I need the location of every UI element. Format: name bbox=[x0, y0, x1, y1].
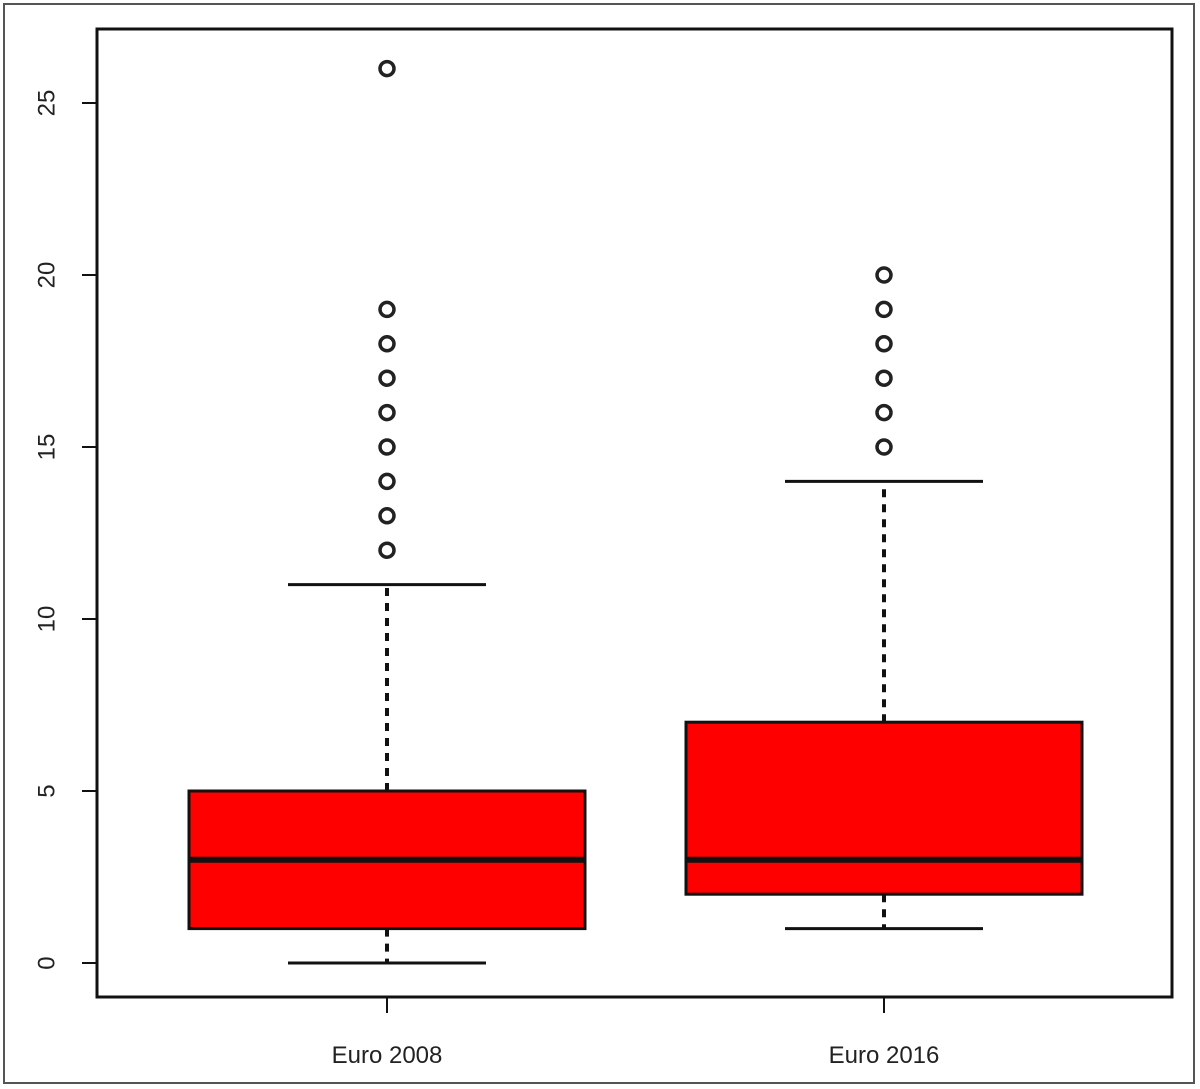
y-tick-label: 10 bbox=[33, 606, 60, 633]
y-tick-label: 5 bbox=[33, 784, 60, 797]
outlier-point bbox=[875, 335, 893, 353]
iqr-box bbox=[684, 720, 1084, 896]
outlier-point bbox=[378, 300, 396, 319]
outlier-point bbox=[378, 507, 396, 525]
x-tick-label: Euro 2008 bbox=[332, 1042, 443, 1069]
outlier-point bbox=[875, 403, 893, 422]
box-euro-2008 bbox=[187, 59, 587, 965]
outlier-point bbox=[875, 300, 893, 319]
y-tick-label: 25 bbox=[33, 90, 60, 117]
x-axis: Euro 2008 Euro 2016 bbox=[332, 997, 940, 1069]
outlier-point bbox=[875, 369, 893, 387]
outlier-point bbox=[875, 266, 893, 284]
outlier-point bbox=[378, 369, 396, 387]
outlier-point bbox=[378, 541, 396, 559]
y-tick-label: 20 bbox=[33, 262, 60, 289]
outlier-point bbox=[378, 59, 396, 78]
outlier-point bbox=[378, 438, 396, 456]
y-tick-label: 15 bbox=[33, 434, 60, 461]
outlier-point bbox=[378, 472, 396, 491]
y-tick-label: 0 bbox=[33, 956, 60, 969]
x-tick-label: Euro 2016 bbox=[829, 1042, 940, 1069]
box-euro-2016 bbox=[684, 266, 1084, 931]
figure-frame bbox=[3, 3, 1195, 1084]
outlier-point bbox=[378, 403, 396, 422]
plot-area-border bbox=[95, 27, 1174, 999]
box-series bbox=[187, 59, 1084, 965]
y-axis: 0 5 10 15 20 25 bbox=[33, 90, 97, 970]
outlier-point bbox=[875, 438, 893, 456]
outlier-point bbox=[378, 335, 396, 353]
